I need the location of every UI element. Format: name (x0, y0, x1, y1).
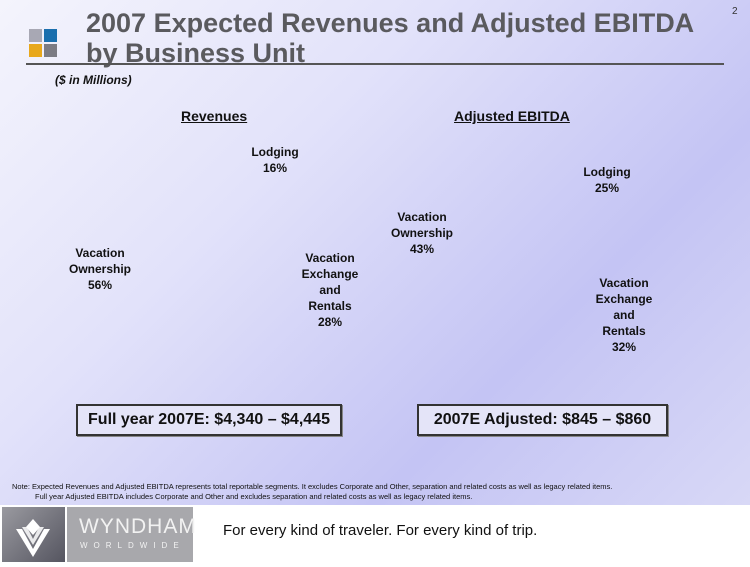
pie-slice-lodging (214, 171, 282, 251)
pie-slice-lodging (521, 175, 601, 255)
pie-slice-vacation-ownership (136, 171, 245, 329)
pie-label-vacation-ownership: Vacation Ownership 43% (390, 210, 453, 256)
pie-label-vacation-exchange: Vacation Exchange and Rentals 32% (595, 276, 653, 354)
logo-squares-icon (29, 29, 57, 57)
pie-slice-vacation-exchange-and-rentals (488, 253, 601, 333)
page-number: 2 (732, 6, 738, 17)
brand-subtitle: WORLDWIDE (80, 541, 185, 550)
footnote-line-1: Note: Expected Revenues and Adjusted EBI… (12, 482, 613, 491)
pie-slice-vacation-ownership (443, 175, 523, 326)
page-title: 2007 Expected Revenues and Adjusted EBIT… (86, 8, 694, 68)
wyndham-wordmark: WYNDHAM WORLDWIDE (67, 507, 196, 562)
pie-label-lodging: Lodging 16% (251, 145, 299, 175)
logo-square (29, 29, 42, 42)
footnote-line-2: Full year Adjusted EBITDA includes Corpo… (35, 492, 473, 501)
ebitda-chart-title: Adjusted EBITDA (454, 108, 570, 124)
title-divider (26, 63, 724, 65)
pie-label-vacation-ownership: Vacation Ownership 56% (68, 246, 131, 292)
pie-label-vacation-exchange: Vacation Exchange and Rentals 28% (301, 251, 359, 329)
pie-slice-vacation-exchange-and-rentals (214, 207, 294, 324)
slide-background: 2007 Expected Revenues and Adjusted EBIT… (0, 0, 750, 505)
revenues-range-box: Full year 2007E: $4,340 – $4,445 (76, 404, 342, 436)
title-line-1: 2007 Expected Revenues and Adjusted EBIT… (86, 8, 695, 38)
logo-square (44, 29, 57, 42)
wyndham-logo-icon (2, 507, 65, 562)
units-label: ($ in Millions) (55, 73, 132, 87)
footnote: Note: Expected Revenues and Adjusted EBI… (12, 482, 612, 502)
logo-square (29, 44, 42, 57)
logo-square (44, 44, 57, 57)
tagline: For every kind of traveler. For every ki… (223, 522, 538, 539)
revenues-chart-title: Revenues (181, 108, 248, 124)
ebitda-range-box: 2007E Adjusted: $845 – $860 (417, 404, 668, 436)
brand-name: WYNDHAM (79, 515, 197, 538)
pie-label-lodging: Lodging 25% (583, 165, 631, 195)
